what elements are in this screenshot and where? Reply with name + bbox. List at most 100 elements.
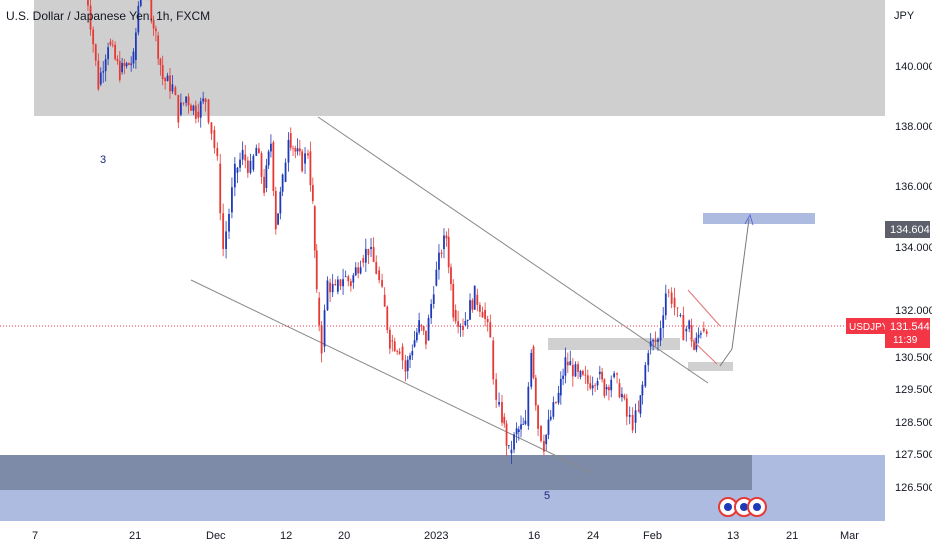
- candle-body: [177, 95, 180, 123]
- candle-body: [190, 105, 192, 111]
- candle-body: [425, 330, 427, 345]
- candle-body: [501, 402, 503, 423]
- candle-body: [601, 371, 603, 380]
- candle-body: [564, 357, 567, 376]
- candle-body: [396, 351, 399, 352]
- candle-body: [231, 187, 233, 213]
- channel-upper-line: [317, 116, 709, 384]
- candle-body: [625, 398, 628, 417]
- flag-bottom-line: [689, 337, 718, 365]
- candle-body: [469, 300, 471, 320]
- wave-label-5: 5: [544, 490, 550, 502]
- candle-body: [334, 284, 337, 286]
- candle-body: [411, 351, 414, 356]
- candle-body: [315, 250, 318, 290]
- candle-body: [202, 98, 205, 102]
- candle-body: [388, 329, 391, 349]
- candle-body: [534, 377, 537, 406]
- candle-body: [679, 315, 682, 317]
- candle-body: [154, 28, 157, 32]
- candle-body: [562, 375, 564, 379]
- candle-body: [255, 147, 258, 156]
- candle-body: [121, 63, 123, 73]
- candle-body: [277, 213, 279, 225]
- x-tick: 24: [587, 530, 599, 542]
- candle-body: [628, 414, 631, 417]
- wave-label-3: 3: [100, 154, 106, 166]
- candle-body: [111, 44, 114, 46]
- candle-body: [498, 402, 500, 405]
- candle-body: [406, 359, 409, 371]
- candle-body: [621, 393, 623, 398]
- candle-body: [464, 321, 467, 326]
- candle-body: [228, 213, 230, 232]
- candle-body: [676, 307, 679, 309]
- candle-body: [566, 361, 569, 366]
- candle-body: [352, 275, 355, 283]
- event-icons: [718, 497, 767, 517]
- candle-body: [401, 346, 404, 361]
- candle-body: [524, 420, 527, 425]
- y-tick: 134.000: [895, 242, 932, 254]
- flag-top-line: [687, 289, 721, 327]
- candle-body: [104, 59, 107, 72]
- candle-body: [647, 353, 650, 366]
- candle-body: [279, 191, 282, 214]
- candle-body: [489, 322, 492, 338]
- candle-body: [159, 58, 162, 66]
- candle-body: [697, 334, 700, 338]
- candle-body: [438, 252, 440, 270]
- y-tick: 129.500: [895, 384, 932, 396]
- candles: [87, 0, 708, 464]
- candle-body: [471, 300, 474, 310]
- price-axis[interactable]: JPY 140.000 138.000 136.000 134.000 132.…: [846, 0, 932, 521]
- candle-body: [375, 261, 378, 274]
- candle-body: [99, 72, 102, 85]
- y-tick: 128.500: [895, 417, 932, 429]
- candle-body: [92, 29, 95, 45]
- candle-body: [522, 424, 525, 425]
- candle-body: [654, 340, 657, 342]
- candle-body: [559, 378, 562, 396]
- symbol-tag: USDJPY: [846, 318, 889, 334]
- candle-body: [603, 379, 606, 397]
- candle-body: [515, 428, 518, 435]
- candle-body: [357, 267, 360, 274]
- candle-body: [252, 155, 255, 170]
- candle-body: [486, 318, 489, 323]
- x-tick: 16: [528, 530, 540, 542]
- candle-body: [430, 303, 433, 319]
- time-axis[interactable]: 7 21 Dec 12 20 2023 16 24 Feb 13 21 Mar: [0, 521, 932, 550]
- candle-body: [219, 163, 222, 214]
- candle-body: [272, 142, 275, 192]
- candle-body: [520, 424, 522, 430]
- target-price-tag: 134.604: [885, 221, 930, 238]
- candle-body: [359, 267, 362, 274]
- candle-body: [440, 252, 443, 254]
- x-tick: 2023: [424, 530, 448, 542]
- candle-body: [244, 154, 247, 161]
- candle-body: [323, 310, 326, 347]
- x-tick: 21: [786, 530, 798, 542]
- time-axis-bg: [0, 521, 932, 550]
- candle-body: [579, 370, 582, 378]
- candle-body: [185, 96, 187, 103]
- candle-body: [89, 5, 92, 30]
- candle-body: [109, 41, 112, 45]
- candle-body: [169, 75, 171, 92]
- price-axis-bg: [885, 0, 932, 521]
- candle-body: [263, 176, 265, 193]
- candle-body: [292, 147, 294, 149]
- candle-body: [639, 395, 642, 414]
- candle-body: [705, 331, 708, 334]
- candle-body: [605, 387, 608, 390]
- candle-body: [367, 248, 370, 256]
- candle-body: [296, 148, 299, 152]
- candle-body: [137, 5, 140, 33]
- candle-body: [287, 139, 290, 163]
- candle-body: [274, 191, 277, 230]
- candle-body: [616, 373, 618, 375]
- candle-body: [270, 143, 272, 152]
- candle-body: [207, 99, 210, 123]
- candle-body: [688, 320, 691, 329]
